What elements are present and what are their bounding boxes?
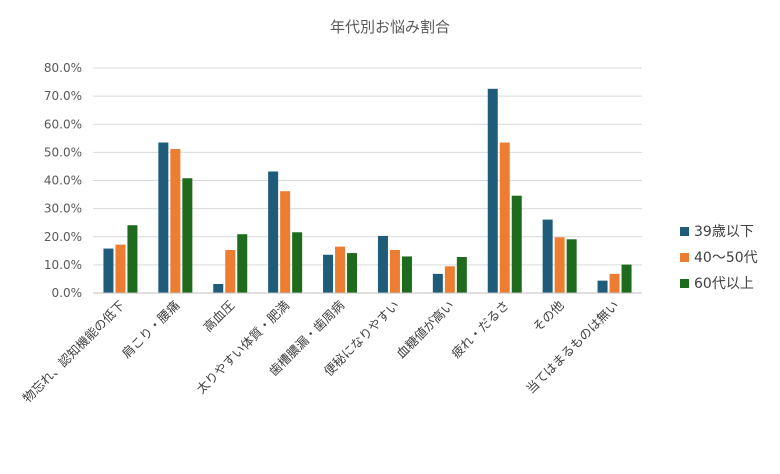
bar (597, 280, 608, 293)
category-label: 物忘れ、認知機能の低下 (20, 298, 128, 406)
y-axis-ticks: 0.0% 10.0% 20.0% 30.0% 40.0% 50.0% 60.0% 70.0% 8… (44, 61, 82, 300)
bar (511, 195, 522, 293)
bar (487, 88, 498, 293)
bar (432, 273, 443, 293)
category-label: 血糖値が高い (393, 298, 457, 362)
legend-swatch (680, 279, 689, 288)
y-tick-label: 80.0% (44, 61, 82, 75)
legend: 39歳以下 40～50代 60代以上 (680, 224, 758, 292)
chart-title: 年代別お悩み割合 (330, 18, 450, 36)
bar (456, 257, 467, 293)
bar (115, 244, 126, 293)
bar (444, 266, 455, 293)
legend-label: 39歳以下 (694, 224, 754, 240)
bar (182, 178, 193, 293)
y-tick-label: 40.0% (44, 174, 82, 188)
bar (401, 256, 412, 293)
y-tick-label: 50.0% (44, 145, 82, 159)
bar (323, 254, 334, 293)
bar (335, 246, 346, 293)
bar (292, 232, 303, 293)
category-label: 疲れ・だるさ (448, 298, 512, 362)
category-label: 高血圧 (200, 298, 237, 335)
bar (268, 171, 279, 293)
y-tick-label: 70.0% (44, 89, 82, 103)
bar (499, 142, 510, 293)
y-tick-label: 60.0% (44, 117, 82, 131)
legend-label: 60代以上 (694, 276, 754, 292)
y-tick-label: 30.0% (44, 202, 82, 216)
y-tick-label: 10.0% (44, 258, 82, 272)
bar (621, 264, 632, 293)
bar (280, 191, 291, 293)
category-label: 当てはまるものは無い (523, 298, 622, 397)
bars (103, 88, 632, 293)
y-tick-label: 20.0% (44, 230, 82, 244)
bar (127, 225, 138, 293)
bar (347, 253, 358, 293)
legend-swatch (680, 253, 689, 262)
legend-label: 40～50代 (694, 250, 758, 266)
category-label: 肩こり・腰痛 (119, 298, 183, 362)
bar (103, 248, 114, 293)
bar (609, 273, 620, 293)
bar (158, 142, 169, 293)
bar (225, 249, 236, 293)
legend-swatch (680, 227, 689, 236)
bar (213, 284, 224, 293)
bar (542, 219, 553, 293)
bar (566, 239, 577, 293)
y-tick-label: 0.0% (52, 286, 83, 300)
bar (237, 234, 248, 293)
bar (377, 235, 388, 293)
bar (170, 149, 181, 293)
category-label: その他 (530, 297, 567, 334)
bar (554, 237, 565, 293)
bar (389, 249, 400, 293)
category-label: 太りやすい体質・肥満 (193, 298, 292, 397)
